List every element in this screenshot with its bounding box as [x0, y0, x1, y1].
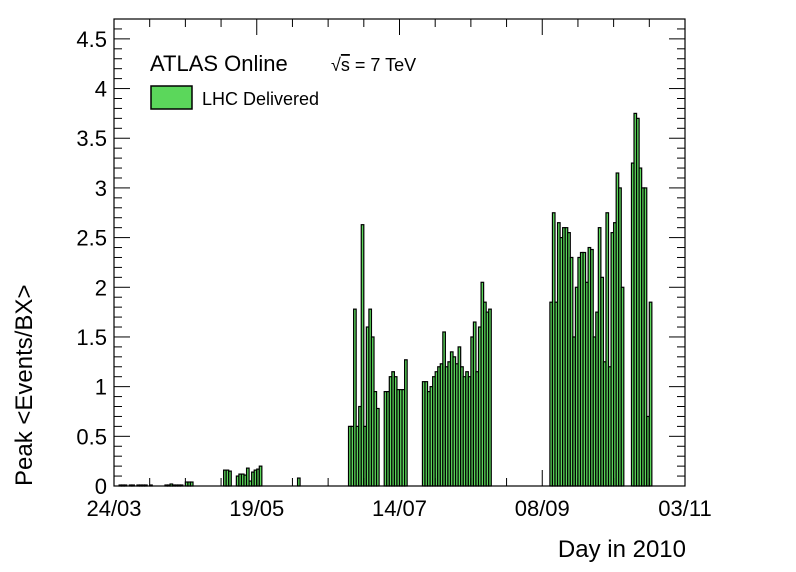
histogram-bar [648, 301, 653, 487]
x-tick-label: 14/07 [372, 496, 427, 521]
histogram-bar [228, 470, 232, 487]
chart-header: ATLAS Online [150, 51, 288, 76]
histogram-bar [620, 286, 625, 487]
y-tick-label: 2 [95, 275, 107, 300]
y-tick-label: 4 [95, 77, 107, 102]
y-tick-label: 3.5 [76, 126, 107, 151]
legend-swatch [150, 85, 193, 110]
y-tick-label: 3 [95, 176, 107, 201]
y-axis-title: Peak <Events/BX> [11, 285, 38, 486]
histogram-bar [404, 359, 408, 487]
energy-value: = 7 TeV [350, 55, 416, 75]
x-axis-title: Day in 2010 [558, 536, 686, 563]
histogram-bar [488, 308, 492, 487]
tick-labels: 0 0.5 1 1.5 2 2.5 3 3.5 4 4.5 24/03 19/05 14/07 08/09… [76, 27, 711, 521]
sqrt-symbol: √ [331, 55, 341, 75]
y-tick-label: 0.5 [76, 424, 107, 449]
x-tick-label: 08/09 [515, 496, 570, 521]
x-tick-label: 19/05 [229, 496, 284, 521]
legend-label: LHC Delivered [202, 89, 319, 109]
y-tick-label: 4.5 [76, 27, 107, 52]
y-tick-label: 2.5 [76, 226, 107, 251]
energy-s: s [341, 55, 350, 75]
axis-ticks [113, 18, 686, 487]
y-tick-label: 1 [95, 375, 107, 400]
histogram-bar [258, 465, 263, 487]
histogram-bar [296, 477, 301, 487]
y-tick-label: 1.5 [76, 325, 107, 350]
histogram-bars [118, 112, 653, 487]
x-tick-label: 24/03 [86, 496, 141, 521]
x-tick-label: 03/11 [658, 496, 711, 521]
y-tick-label: 0 [95, 474, 107, 499]
energy-label: √s = 7 TeV [331, 55, 416, 75]
histogram-bar [375, 407, 380, 487]
